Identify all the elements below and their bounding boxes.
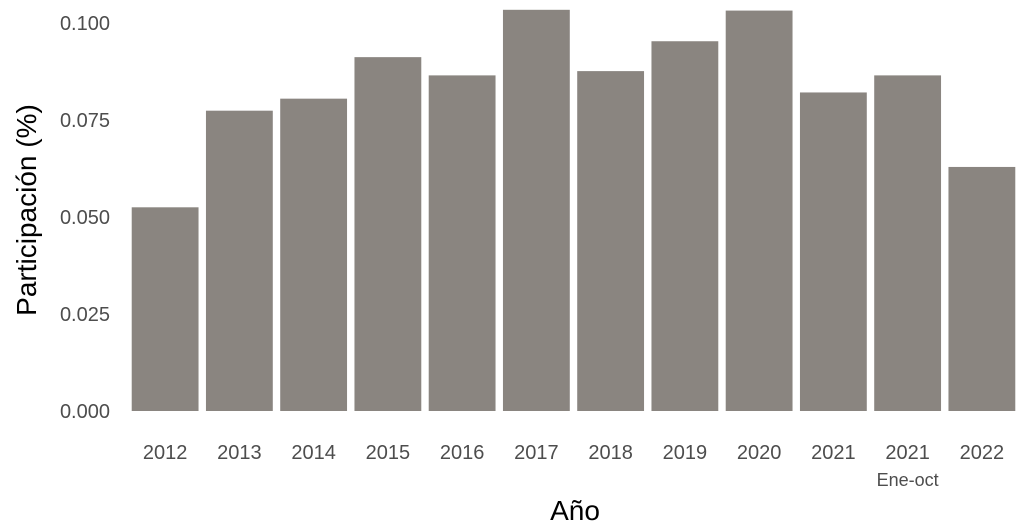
bar bbox=[428, 75, 496, 411]
x-tick-label: 2016 bbox=[440, 442, 485, 464]
x-axis-title: Año bbox=[550, 495, 600, 526]
y-tick-label: 0.025 bbox=[60, 304, 110, 326]
x-tick-label: 2018 bbox=[588, 442, 633, 464]
x-tick-label: 2017 bbox=[514, 442, 559, 464]
bar bbox=[354, 57, 422, 411]
bars bbox=[131, 9, 1016, 412]
x-tick-label: 2013 bbox=[217, 442, 262, 464]
y-axis-ticks: 0.000 0.025 0.050 0.075 0.100 bbox=[60, 13, 110, 423]
y-axis-title: Participación (%) bbox=[11, 104, 42, 316]
bar bbox=[131, 207, 199, 411]
bar bbox=[725, 10, 793, 412]
x-tick-label: 2014 bbox=[291, 442, 336, 464]
y-tick-label: 0.100 bbox=[60, 13, 110, 35]
bar bbox=[651, 41, 719, 412]
y-tick-label: 0.050 bbox=[60, 207, 110, 229]
y-tick-label: 0.075 bbox=[60, 110, 110, 132]
x-tick-label: 2021 bbox=[885, 442, 930, 464]
bar bbox=[280, 98, 348, 411]
bar bbox=[948, 166, 1016, 411]
x-axis-ticks: 2012 2013 2014 2015 2016 2017 2018 2019 2020 2021… bbox=[143, 442, 1004, 490]
x-tick-label: 2012 bbox=[143, 442, 188, 464]
y-tick-label: 0.000 bbox=[60, 401, 110, 423]
bar bbox=[502, 9, 570, 411]
bar bbox=[874, 75, 942, 411]
x-tick-label: 2019 bbox=[663, 442, 708, 464]
bar bbox=[577, 71, 645, 411]
x-tick-label: 2015 bbox=[366, 442, 411, 464]
x-tick-label: 2021 bbox=[811, 442, 856, 464]
x-tick-label: 2020 bbox=[737, 442, 782, 464]
x-tick-label: 2022 bbox=[960, 442, 1005, 464]
bar bbox=[205, 110, 273, 412]
x-tick-sublabel: Ene-oct bbox=[877, 470, 939, 490]
bar bbox=[799, 92, 867, 412]
